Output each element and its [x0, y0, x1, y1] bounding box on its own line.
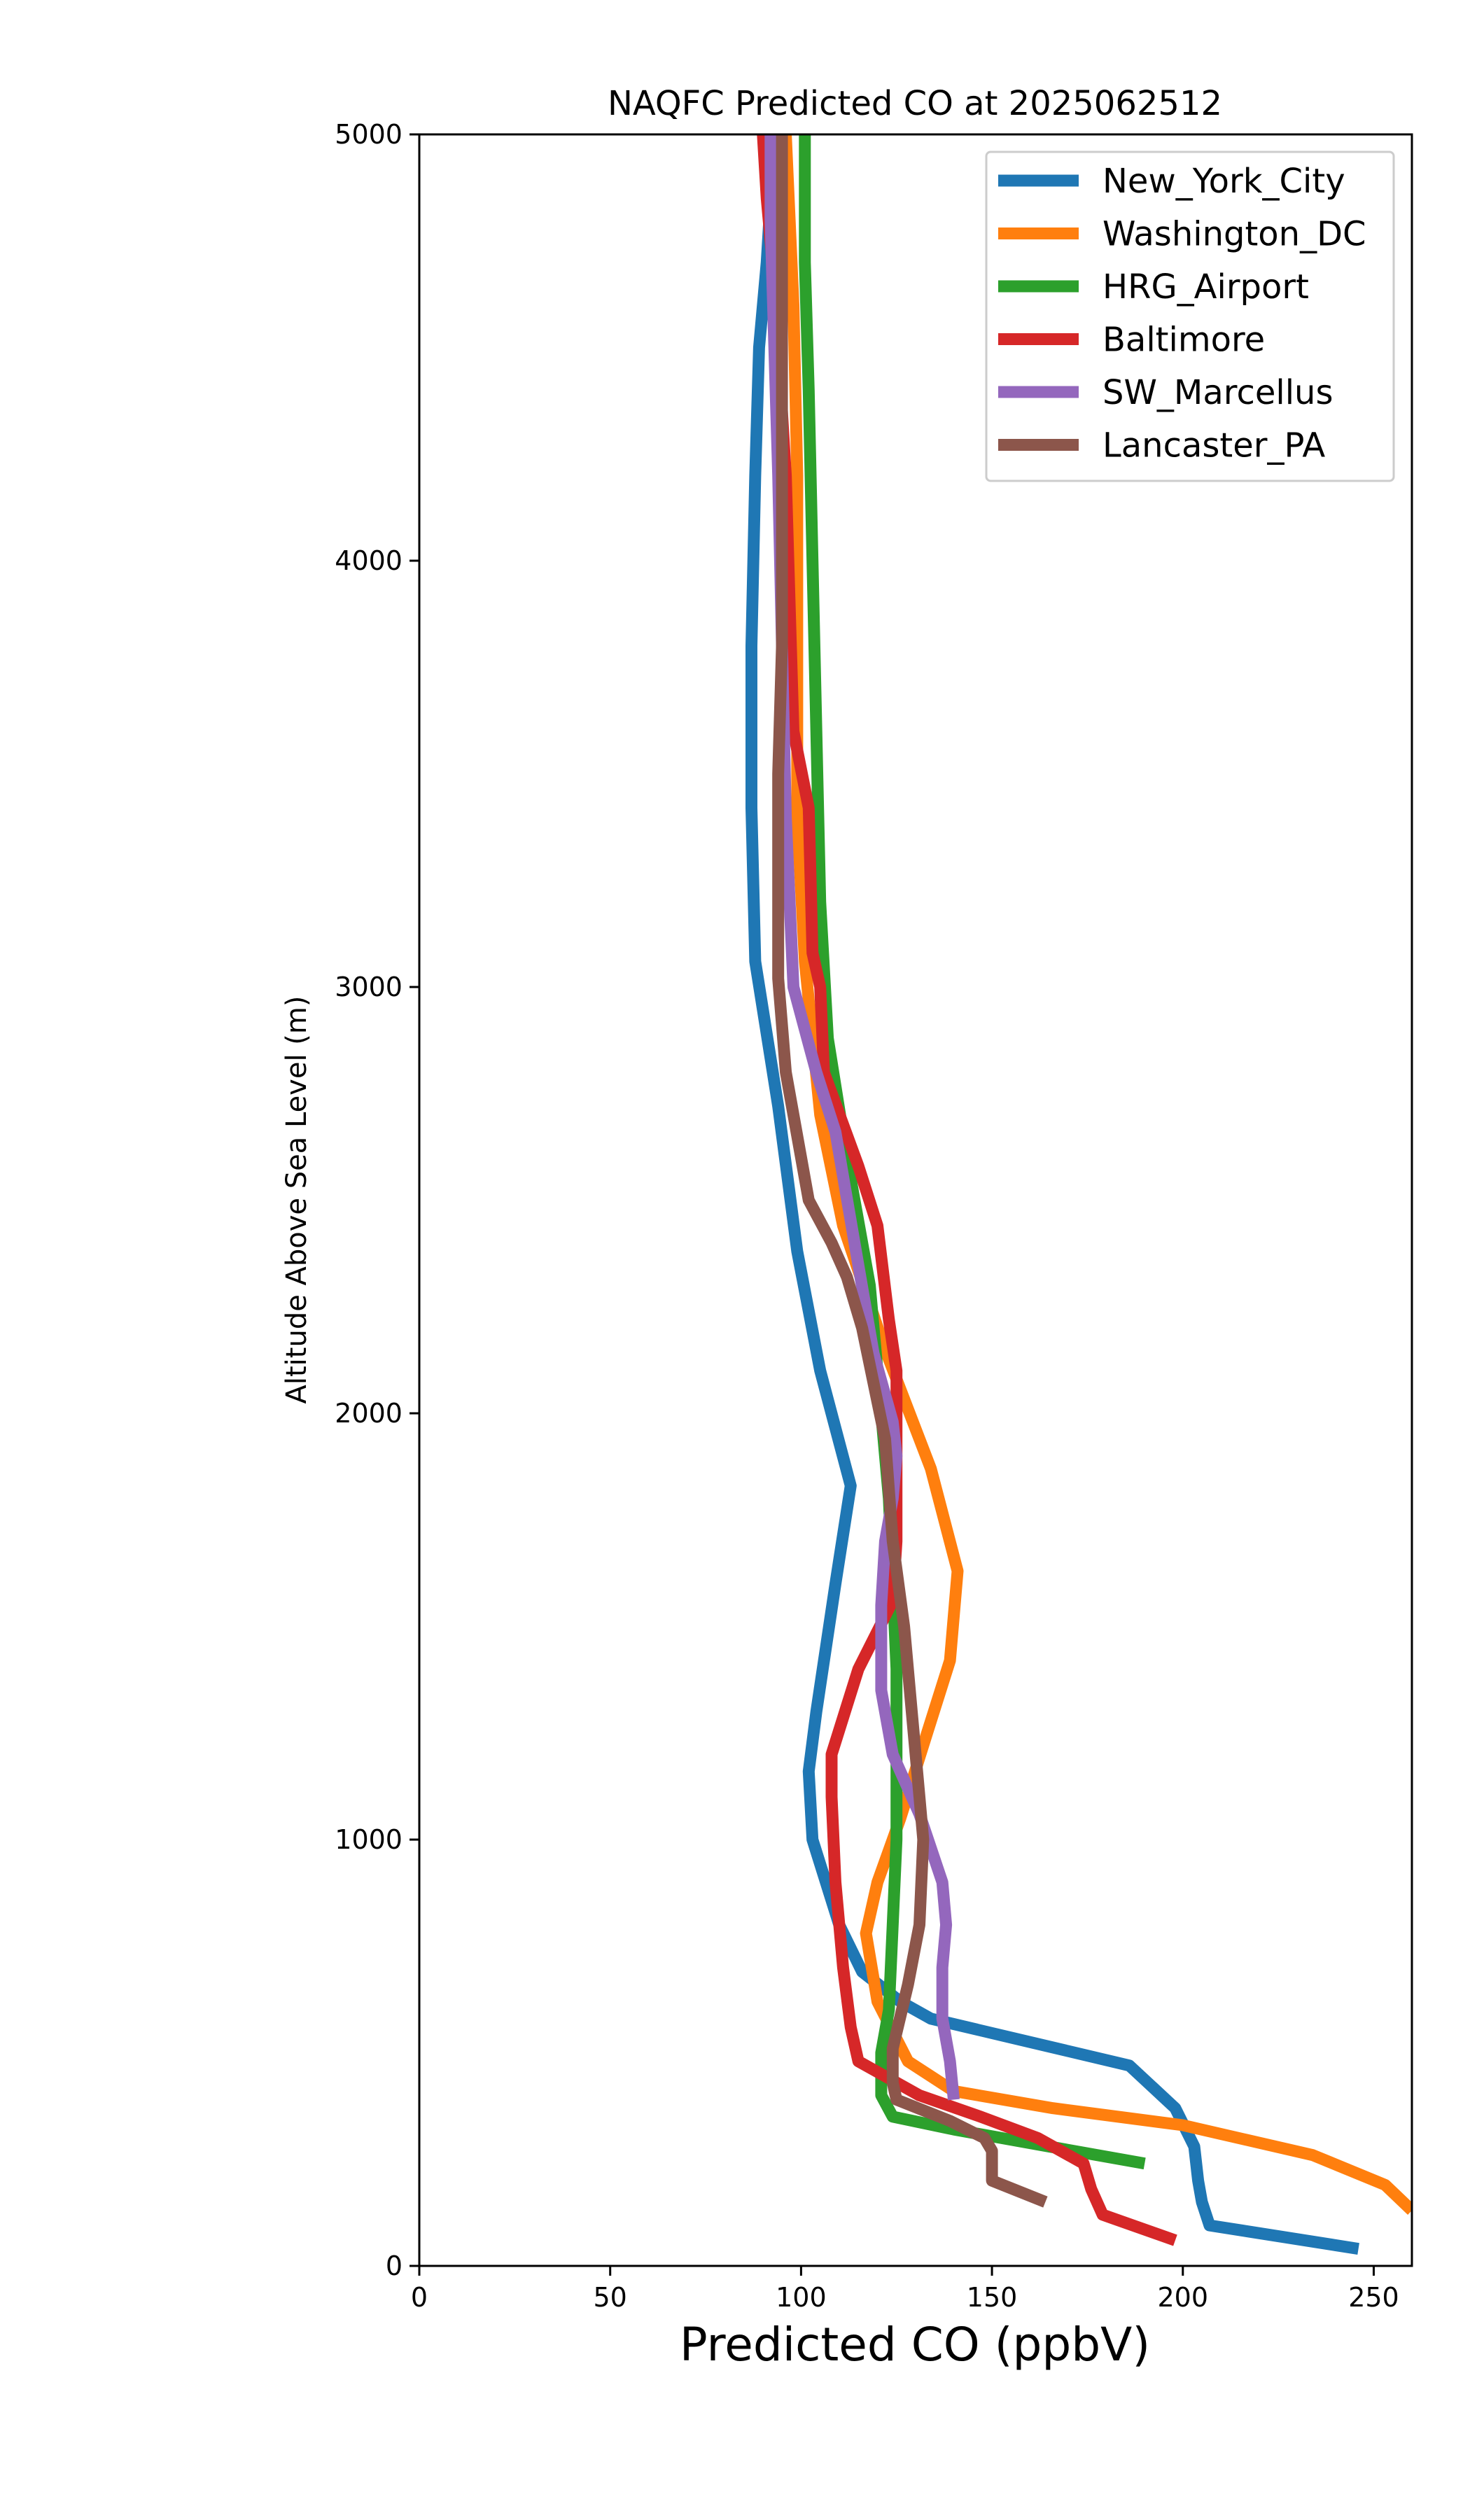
legend-entries: New_York_City Washington_DC HRG_Airport Bal… [998, 162, 1366, 465]
legend: New_York_City Washington_DC HRG_Airport Bal… [985, 150, 1395, 482]
x-tick-label: 250 [1348, 2282, 1399, 2313]
legend-label: New_York_City [1102, 162, 1345, 201]
y-tick-label: 5000 [335, 119, 402, 150]
x-axis: 0 50 100 150 200 250 [411, 2266, 1399, 2313]
legend-label: Lancaster_PA [1102, 426, 1325, 465]
series-line-lancaster-pa [772, 134, 1048, 2208]
chart-title: NAQFC Predicted CO at 2025062512 [608, 84, 1222, 123]
legend-box [985, 150, 1395, 482]
x-tick-label: 100 [776, 2282, 827, 2313]
series-line-new-york-city [746, 134, 1359, 2255]
y-tick-label: 1000 [335, 1824, 402, 1855]
y-tick-label: 3000 [335, 972, 402, 1002]
x-axis-title: Predicted CO (ppbV) [680, 2318, 1150, 2372]
x-tick-label: 50 [594, 2282, 627, 2313]
legend-label: SW_Marcellus [1102, 373, 1333, 412]
legend-label: HRG_Airport [1102, 267, 1309, 307]
y-tick-label: 4000 [335, 545, 402, 576]
y-axis-title: Altitude Above Sea Level (m) [281, 996, 313, 1404]
x-tick-label: 0 [411, 2282, 428, 2313]
legend-label: Baltimore [1102, 321, 1265, 360]
x-tick-label: 200 [1158, 2282, 1209, 2313]
y-tick-label: 0 [386, 2250, 402, 2281]
series-line-washington-dc [780, 134, 1412, 2215]
legend-label: Washington_DC [1102, 215, 1366, 254]
x-tick-label: 150 [967, 2282, 1018, 2313]
plot-frame [418, 133, 1413, 2267]
series-layer [746, 134, 1412, 2255]
y-axis: 0 1000 2000 3000 4000 5000 [335, 119, 419, 2281]
y-tick-label: 2000 [335, 1398, 402, 1429]
